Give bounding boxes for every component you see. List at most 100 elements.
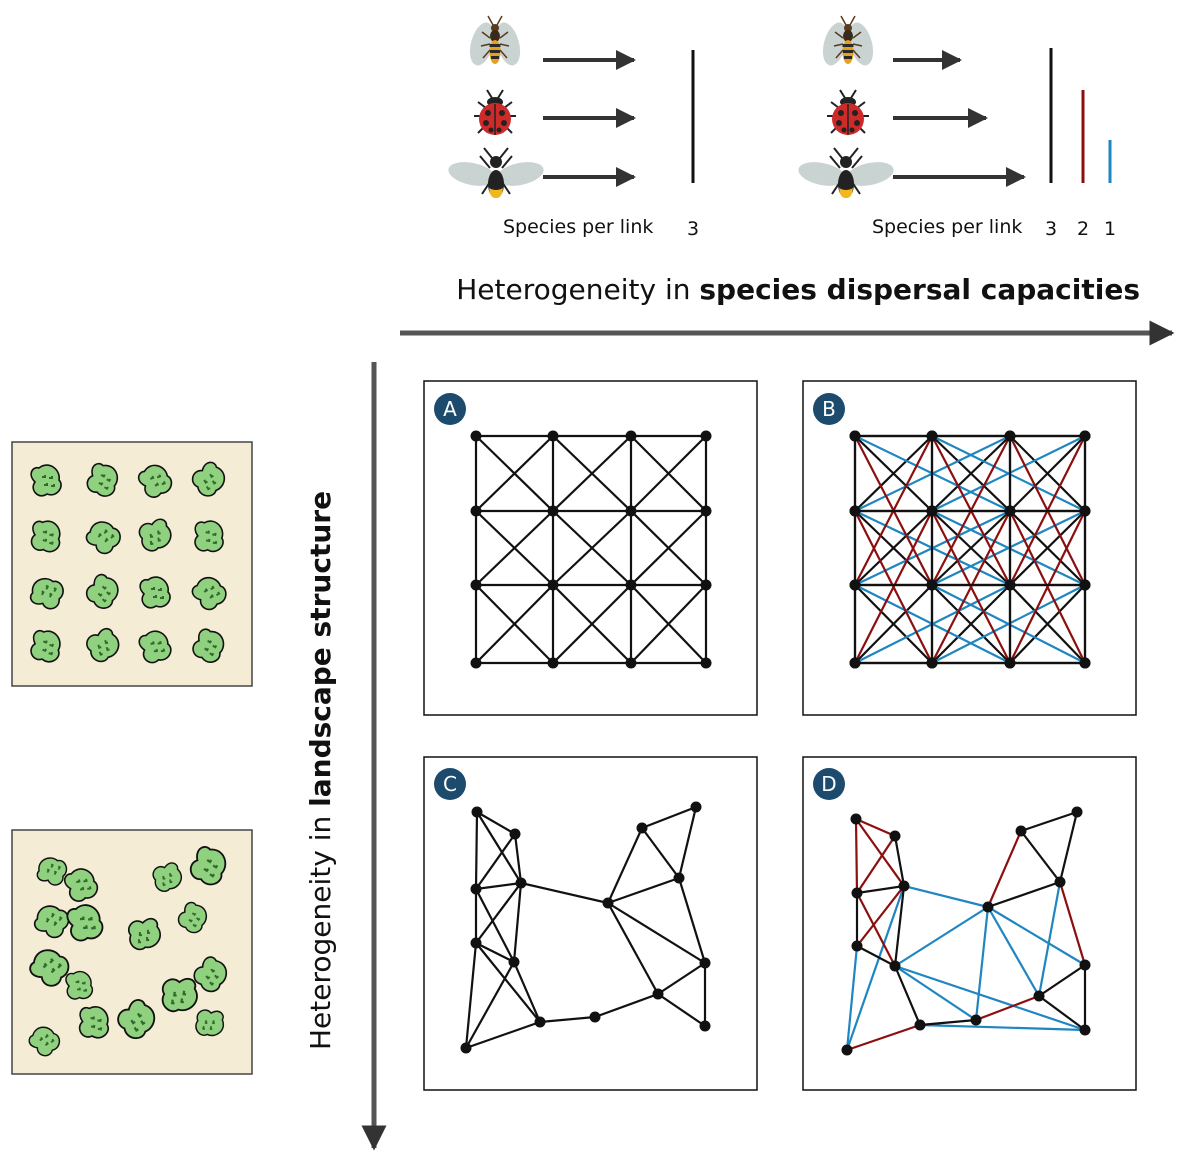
habitat-node xyxy=(850,813,862,825)
link-3-species xyxy=(919,1018,977,1027)
bee-icon xyxy=(445,147,547,199)
link-1-species xyxy=(974,906,990,1021)
link-1-species xyxy=(894,906,989,967)
habitat-node xyxy=(690,801,702,813)
panel-d: D xyxy=(802,756,1137,1091)
link-2-species xyxy=(856,835,896,894)
link-3-species xyxy=(552,510,632,586)
panel-letter: B xyxy=(822,397,836,421)
habitat-node xyxy=(1015,825,1027,837)
habitat-node xyxy=(889,960,901,972)
panel-a: A xyxy=(423,380,758,716)
habitat-node xyxy=(470,505,482,517)
habitat-node xyxy=(460,1042,472,1054)
habitat-node xyxy=(602,897,614,909)
link-3-species xyxy=(1020,830,1061,883)
link-2-species xyxy=(975,994,1040,1022)
habitat-node xyxy=(851,940,863,952)
habitat-node xyxy=(851,887,863,899)
habitat-node xyxy=(547,657,559,669)
panel-badge xyxy=(434,768,466,800)
link-3-species xyxy=(475,435,554,512)
link-3-species xyxy=(1038,964,1086,997)
panel-letter: A xyxy=(443,397,457,421)
link-3-species xyxy=(630,435,707,512)
link-2-species xyxy=(854,818,859,894)
link-3-species xyxy=(464,942,478,1049)
link-1-species xyxy=(931,435,1086,512)
link-2-species xyxy=(855,817,896,838)
ladybug-icon xyxy=(473,89,517,136)
link-3-species xyxy=(893,885,906,967)
panel-badge xyxy=(813,393,845,425)
habitat-node xyxy=(509,828,521,840)
habitat-node xyxy=(1033,990,1045,1002)
link-1-species xyxy=(894,965,977,1021)
habitat-node xyxy=(841,1044,853,1056)
link-1-species xyxy=(1037,881,1062,997)
habitat-node xyxy=(926,579,938,591)
bee-icon xyxy=(795,147,897,199)
habitat-node xyxy=(470,579,482,591)
panel-b: B xyxy=(802,380,1137,716)
habitat-node xyxy=(625,505,637,517)
link-3-species xyxy=(539,1015,596,1024)
habitat-node xyxy=(515,877,527,889)
link-3-species xyxy=(607,902,659,995)
species-per-link-label: Species per link xyxy=(503,216,653,238)
link-3-species xyxy=(931,435,1011,512)
link-1-species xyxy=(987,906,1086,966)
habitat-node xyxy=(1004,657,1016,669)
habitat-node xyxy=(673,872,685,884)
landscape-random xyxy=(11,829,253,1075)
link-1-species xyxy=(919,1023,1086,1032)
link-3-species xyxy=(630,510,707,586)
habitat-patch xyxy=(139,576,172,609)
habitat-node xyxy=(849,505,861,517)
link-3-species xyxy=(1009,584,1086,664)
link-1-species xyxy=(987,906,1040,997)
link-3-species xyxy=(630,584,707,664)
link-2-species xyxy=(846,1023,921,1052)
link-1-species xyxy=(931,510,1086,586)
habitat-node xyxy=(699,1020,711,1032)
species-per-link-value: 3 xyxy=(687,218,699,240)
ladybug-icon xyxy=(826,89,870,136)
link-2-species xyxy=(931,510,1011,664)
link-3-species xyxy=(641,827,680,879)
link-3-species xyxy=(893,965,922,1026)
link-3-species xyxy=(512,961,542,1023)
link-3-species xyxy=(475,942,541,1023)
habitat-node xyxy=(471,806,483,818)
habitat-patch xyxy=(30,464,63,497)
legend-homogeneous: Species per link 3 xyxy=(445,15,699,240)
habitat-patch xyxy=(127,917,162,951)
link-3-species xyxy=(854,435,933,512)
habitat-node xyxy=(1004,579,1016,591)
habitat-node xyxy=(534,1016,546,1028)
link-2-species xyxy=(855,818,905,887)
link-3-species xyxy=(893,835,906,887)
species-per-link-value-3: 3 xyxy=(1045,218,1057,240)
link-3-species xyxy=(512,882,523,963)
habitat-node xyxy=(699,957,711,969)
species-per-link-label: Species per link xyxy=(872,216,1022,238)
habitat-node xyxy=(1079,959,1091,971)
link-1-species xyxy=(845,945,859,1051)
link-3-species xyxy=(854,584,933,664)
link-2-species xyxy=(856,892,896,967)
link-1-species xyxy=(931,584,1086,664)
link-3-species xyxy=(1009,510,1086,586)
panel-c: C xyxy=(423,756,758,1091)
link-3-species xyxy=(475,584,554,664)
habitat-node xyxy=(849,579,861,591)
habitat-node xyxy=(589,1011,601,1023)
habitat-node xyxy=(970,1014,982,1026)
habitat-node xyxy=(1004,430,1016,442)
habitat-node xyxy=(470,937,482,949)
link-3-species xyxy=(476,811,516,835)
habitat-node xyxy=(470,883,482,895)
wasp-icon xyxy=(817,15,879,69)
landscape-regular xyxy=(11,441,253,687)
link-3-species xyxy=(475,510,554,586)
